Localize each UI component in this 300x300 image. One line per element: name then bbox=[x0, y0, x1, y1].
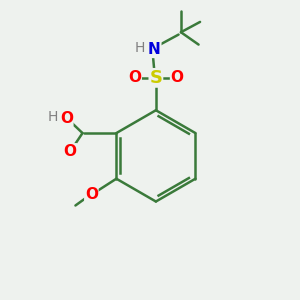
Text: O: O bbox=[85, 188, 98, 202]
Text: O: O bbox=[171, 70, 184, 86]
Text: O: O bbox=[60, 111, 73, 126]
Text: N: N bbox=[148, 42, 161, 57]
Text: H: H bbox=[48, 110, 58, 124]
Text: O: O bbox=[128, 70, 141, 86]
Text: H: H bbox=[135, 41, 146, 56]
Text: S: S bbox=[149, 69, 162, 87]
Text: O: O bbox=[64, 144, 76, 159]
